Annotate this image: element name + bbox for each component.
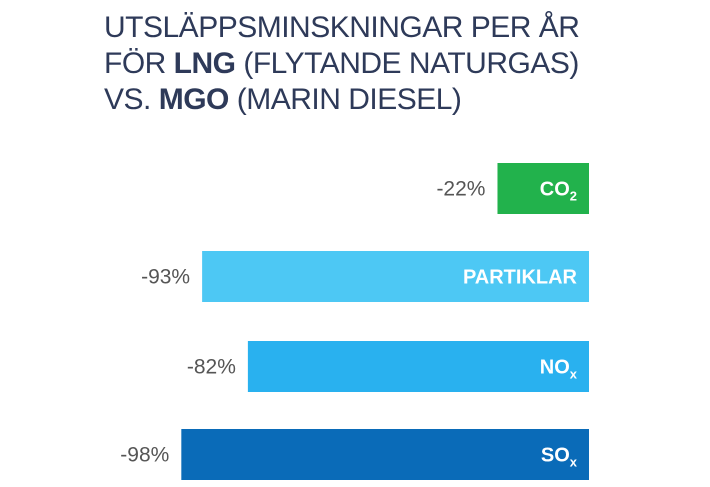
title-line-3: VS. MGO (MARIN DIESEL) xyxy=(104,82,579,118)
title-line-2: FÖR LNG (FLYTANDE NATURGAS) xyxy=(104,46,579,82)
value-label-1: -93% xyxy=(141,266,190,289)
title-line-2-rest: (FLYTANDE NATURGAS) xyxy=(235,47,579,80)
title-line-2-prefix: FÖR xyxy=(104,47,174,80)
title-line-1: UTSLÄPPSMINSKNINGAR PER ÅR xyxy=(104,11,580,44)
title-mgo: MGO xyxy=(158,83,230,116)
bar-1 xyxy=(202,251,589,302)
value-label-3: -98% xyxy=(120,444,169,467)
bar-2 xyxy=(247,341,589,392)
value-label-2: -82% xyxy=(187,356,236,379)
chart-title: UTSLÄPPSMINSKNINGAR PER ÅR FÖR LNG (FLYT… xyxy=(104,10,580,118)
category-label-2: NOx xyxy=(540,357,578,382)
value-label-0: -22% xyxy=(436,178,485,201)
bar-0 xyxy=(497,163,589,214)
category-label-0: CO2 xyxy=(540,179,577,204)
category-label-3: SOx xyxy=(541,445,578,470)
bar-3 xyxy=(181,429,589,480)
title-lng: LNG xyxy=(173,47,236,80)
category-label-1: PARTIKLAR xyxy=(463,267,578,289)
title-line-3-rest: (MARIN DIESEL) xyxy=(228,83,462,116)
title-line-3-prefix: VS. xyxy=(104,83,159,116)
